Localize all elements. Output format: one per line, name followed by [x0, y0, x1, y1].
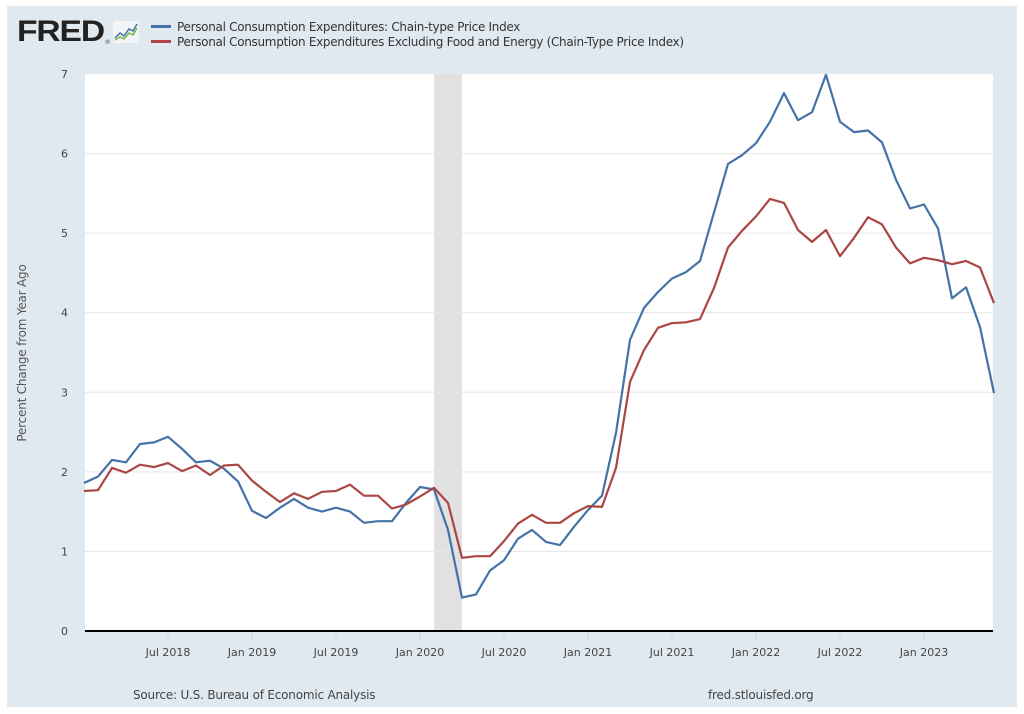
registered-mark: ®	[104, 38, 111, 46]
x-tick-label: Jul 2021	[649, 646, 695, 659]
y-tick-label: 1	[61, 545, 68, 558]
y-tick-label: 7	[61, 68, 68, 81]
legend-item-core-pce[interactable]: Personal Consumption Expenditures Exclud…	[151, 34, 684, 49]
recession-shading	[434, 74, 462, 631]
series-lines	[83, 73, 996, 599]
legend-label-pce: Personal Consumption Expenditures: Chain…	[177, 19, 521, 34]
plot-area	[85, 74, 993, 631]
line-chart-icon	[112, 21, 139, 43]
legend-item-pce[interactable]: Personal Consumption Expenditures: Chain…	[151, 19, 684, 34]
x-tick-labels: Jul 2018 Jan 2019 Jul 2019 Jan 2020 Jul 2020…	[145, 632, 948, 659]
fred-url-link[interactable]: fred.stlouisfed.org	[708, 688, 814, 702]
logo-text: FRED	[17, 15, 105, 48]
legend-swatch-core-pce	[151, 40, 171, 43]
x-tick-label: Jul 2019	[313, 646, 359, 659]
x-tick-label: Jan 2023	[899, 646, 948, 659]
y-tick-label: 5	[61, 227, 68, 240]
y-tick-label: 2	[61, 466, 68, 479]
series-line-pce[interactable]	[83, 73, 996, 599]
x-tick-label: Jan 2022	[731, 646, 780, 659]
recession-bar	[434, 74, 462, 631]
y-tick-label: 0	[61, 625, 68, 638]
x-tick-label: Jan 2020	[395, 646, 444, 659]
y-tick-label: 3	[61, 386, 68, 399]
y-tick-label: 4	[61, 307, 68, 320]
series-line-core-pce[interactable]	[83, 197, 996, 559]
legend-swatch-pce	[151, 25, 171, 28]
y-tick-labels: 0 1 2 3 4 5 6 7	[61, 68, 68, 638]
source-note: Source: U.S. Bureau of Economic Analysis	[133, 688, 376, 702]
y-gridlines	[85, 153, 993, 552]
x-tick-label: Jul 2022	[817, 646, 863, 659]
x-tick-label: Jan 2021	[563, 646, 612, 659]
x-tick-label: Jul 2020	[481, 646, 527, 659]
y-tick-label: 6	[61, 148, 68, 161]
x-tick-label: Jul 2018	[145, 646, 191, 659]
legend-label-core-pce: Personal Consumption Expenditures Exclud…	[177, 34, 684, 49]
chart-legend: Personal Consumption Expenditures: Chain…	[151, 19, 684, 49]
fred-logo[interactable]: FRED ®	[17, 17, 139, 47]
x-tick-label: Jan 2019	[227, 646, 276, 659]
